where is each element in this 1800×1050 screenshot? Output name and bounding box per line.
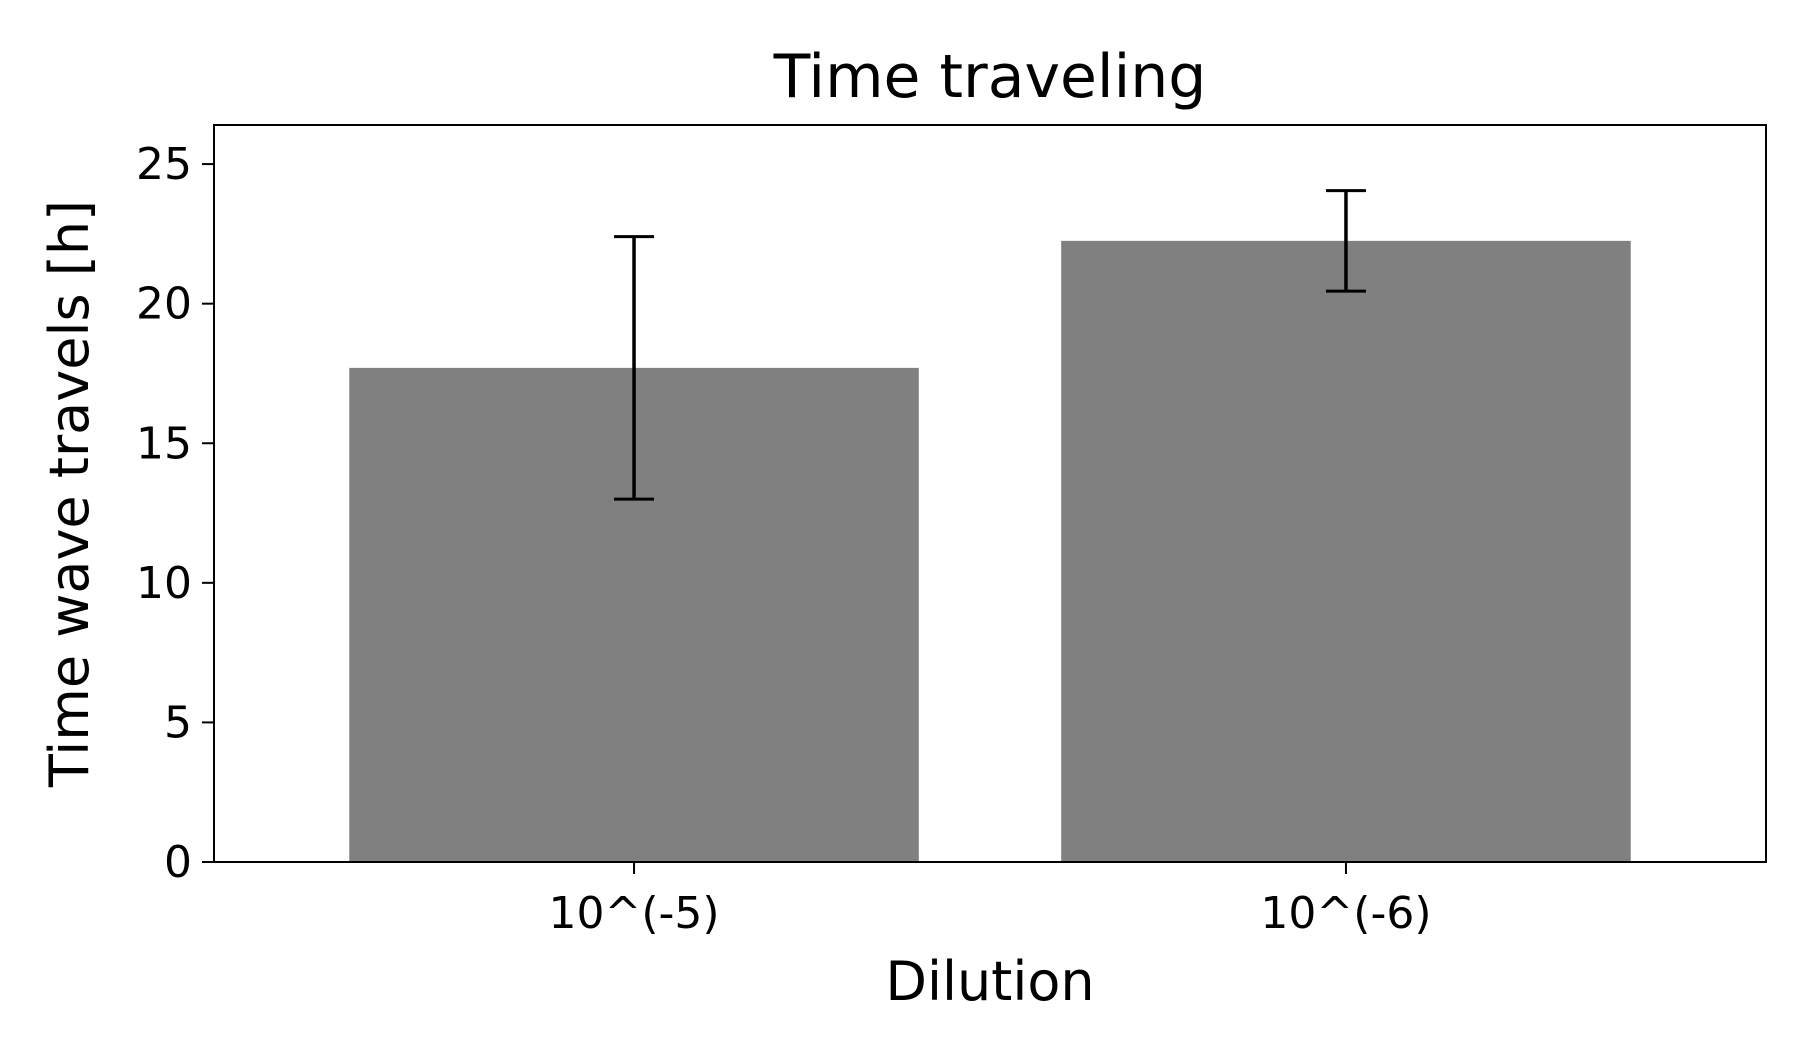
y-axis: 0 5 10 15 20 25: [136, 139, 214, 888]
bars-layer: [349, 240, 1631, 862]
y-tick-label: 0: [164, 837, 192, 888]
chart-title: Time traveling: [773, 42, 1207, 112]
error-bar-1: [1325, 189, 1366, 293]
x-axis: 10^(-5) 10^(-6): [549, 862, 1431, 939]
y-tick-label: 10: [136, 558, 192, 609]
y-tick-label: 25: [136, 139, 192, 190]
plot-frame: [213, 124, 1767, 863]
bar-1: [1061, 240, 1631, 862]
y-tick-label: 5: [164, 697, 192, 748]
x-tick-label: 10^(-5): [549, 888, 720, 939]
error-bar-0: [614, 235, 655, 501]
y-axis-label: Time wave travels [h]: [38, 200, 101, 788]
x-tick-label: 10^(-6): [1260, 888, 1431, 939]
y-tick-label: 15: [136, 418, 192, 469]
error-bars-layer: [614, 189, 1366, 501]
x-axis-label: Dilution: [885, 950, 1094, 1013]
y-tick-label: 20: [136, 279, 192, 330]
